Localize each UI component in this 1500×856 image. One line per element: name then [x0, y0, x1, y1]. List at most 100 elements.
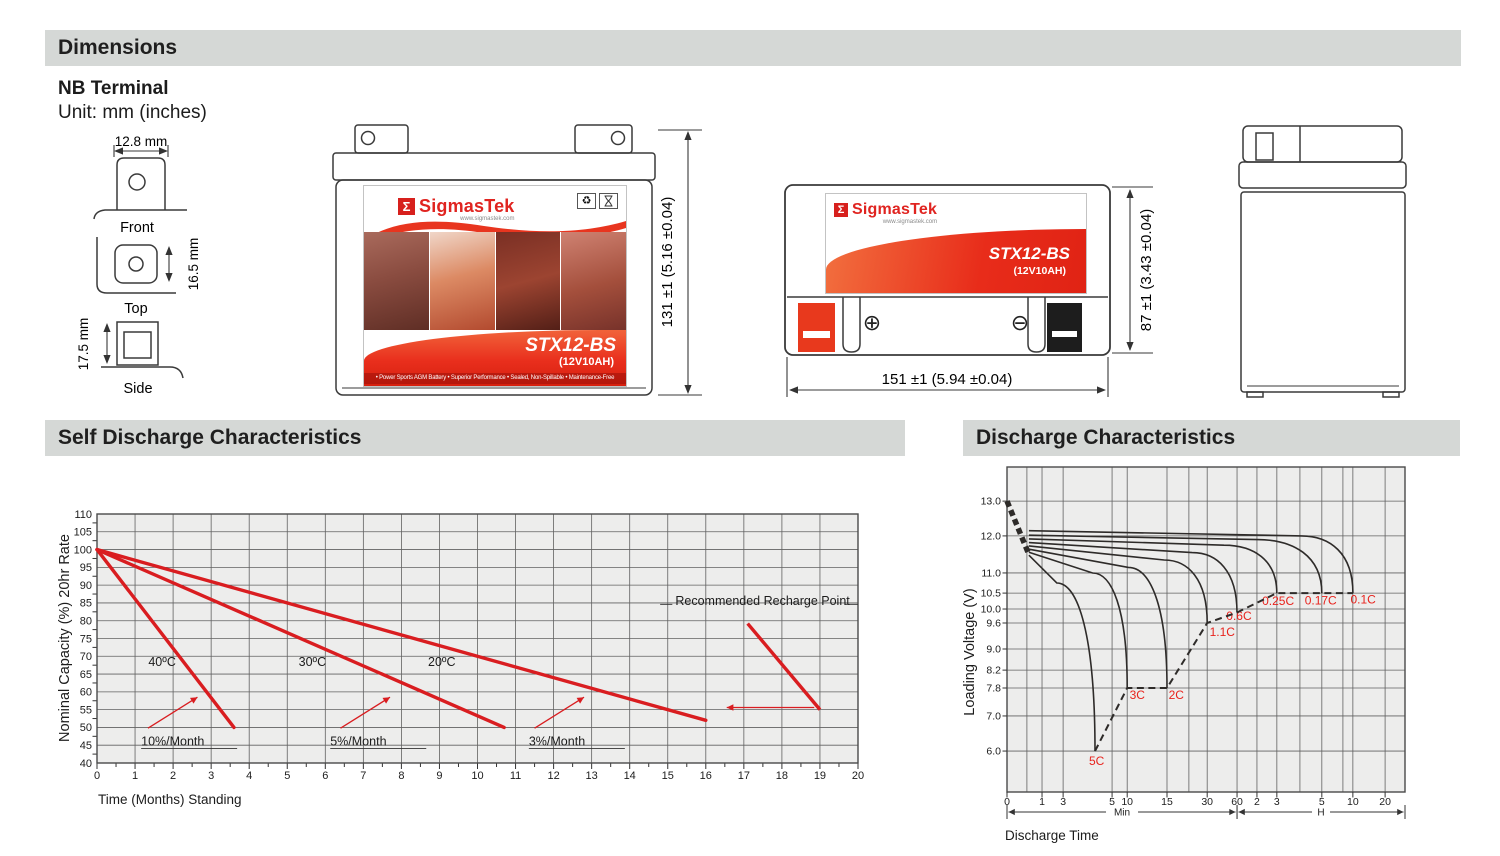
arrowhead-icon — [1397, 808, 1404, 816]
photo-motocross — [364, 232, 429, 330]
dimensions-drawing: 12.8 mm Front 16.5 mm Top 17.5 mm Side 1… — [76, 124, 1407, 398]
positive-terminal — [798, 303, 835, 352]
series-label: 30ºC — [299, 655, 327, 669]
cutoff-connector — [1094, 592, 1353, 752]
top-view-label: Top — [124, 301, 147, 317]
terminal-front-view — [93, 145, 187, 220]
terminal-side-view — [101, 321, 184, 379]
x-tick-label: 11 — [510, 770, 521, 782]
x-tick-label: 17 — [738, 770, 750, 782]
y-tick-label: 9.6 — [986, 618, 1001, 630]
battery-top-view — [784, 184, 1111, 356]
series-line-20ºC — [95, 547, 708, 723]
battery-front-label: Σ SigmasTek www.sigmastek.com ♻ STX12-BS — [363, 185, 627, 387]
x-tick-label: 14 — [624, 770, 636, 782]
plot-border — [96, 513, 859, 764]
rate-arrow — [534, 696, 585, 729]
series-line-40ºC — [95, 547, 236, 730]
c-rate-label: 1.1C — [1210, 625, 1236, 639]
minus-terminal-icon: ⊖ — [1011, 310, 1029, 335]
nb-terminal-heading: NB Terminal — [58, 78, 169, 99]
x-tick-label: 8 — [398, 770, 404, 782]
y-tick-label: 85 — [80, 598, 92, 610]
x-tick-label: 20 — [1379, 796, 1391, 808]
y-tick-label: 55 — [80, 704, 92, 716]
rate-label: 10%/Month — [141, 735, 204, 749]
side-view-label: Side — [123, 381, 152, 397]
y-tick-label: 10.0 — [981, 604, 1002, 616]
x-tick-label: 10 — [1121, 796, 1133, 808]
discharge-curve-0.17C — [1028, 534, 1323, 594]
x-tick-label: 20 — [852, 770, 864, 782]
model-number: STX12-BS — [525, 335, 616, 356]
rate-label: 3%/Month — [529, 735, 585, 749]
c-rate-label: 5C — [1089, 754, 1105, 768]
discharge-curve-1.1C — [1028, 545, 1208, 624]
arrowhead-icon — [1008, 808, 1015, 816]
recycle-icon: ♻ — [577, 193, 596, 209]
x-tick-label: 4 — [246, 770, 252, 782]
battery-side-view — [1238, 125, 1407, 398]
x-tick-label: 2 — [1254, 796, 1260, 808]
length-dim-label: 151 ±1 (5.94 ±0.04) — [882, 371, 1013, 388]
series-line-30ºC — [95, 547, 506, 730]
x-tick-label: 16 — [700, 770, 712, 782]
x-tick-label: 3 — [1060, 796, 1066, 808]
rate-arrow — [340, 696, 391, 729]
model-number: STX12-BS — [988, 244, 1070, 263]
terminal-top-view — [96, 237, 176, 294]
y-tick-label: 75 — [80, 633, 92, 645]
x-tick-label: 15 — [1161, 796, 1173, 808]
section-header-self-discharge: Self Discharge Characteristics — [45, 420, 905, 456]
series-label: 20ºC — [428, 655, 456, 669]
section-title-dimensions: Dimensions — [58, 36, 178, 59]
x-tick-label: 5 — [284, 770, 290, 782]
photo-jetski — [429, 232, 495, 330]
x-tick-label: 18 — [776, 770, 788, 782]
brand-website: www.sigmastek.com — [460, 216, 515, 222]
voltage-rating: (12V10AH) — [1013, 265, 1066, 277]
action-sports-photos — [364, 232, 626, 330]
side-height-label: 17.5 mm — [76, 318, 91, 371]
arrowhead-icon — [1238, 808, 1245, 816]
arrowhead-icon — [190, 697, 198, 704]
x-unit-group-label: Min — [1114, 808, 1130, 819]
y-tick-label: 60 — [80, 687, 92, 699]
plus-terminal-icon: ⊕ — [863, 310, 881, 335]
axis-ticks — [1002, 500, 1386, 798]
y-tick-label: 70 — [80, 651, 92, 663]
x-tick-label: 1 — [1039, 796, 1045, 808]
y-tick-label: 11.0 — [981, 568, 1001, 580]
feature-list: • Power Sports AGM Battery • Superior Pe… — [364, 373, 626, 384]
x-tick-label: 9 — [436, 770, 442, 782]
section-header-discharge: Discharge Characteristics — [963, 420, 1460, 456]
y-tick-label: 105 — [74, 527, 92, 539]
x-tick-label: 12 — [547, 770, 559, 782]
dim-height-131 — [658, 129, 702, 396]
c-rate-label: 0.6C — [1226, 609, 1252, 623]
brand-website: www.sigmastek.com — [882, 219, 938, 225]
recharge-point-annotation: Recommended Recharge Point — [675, 594, 850, 608]
label-red-band: STX12-BS (12V10AH) • Power Sports AGM Ba… — [364, 330, 626, 386]
brand-logo: Σ SigmasTek www.sigmastek.com — [834, 202, 937, 225]
sigma-logo-icon: Σ — [398, 198, 415, 215]
x-tick-label: 30 — [1201, 796, 1213, 808]
y-tick-label: 12.0 — [981, 531, 1002, 543]
dim-width-87 — [1112, 186, 1153, 354]
y-tick-label: 45 — [80, 740, 92, 752]
x-axis-title: Discharge Time — [1005, 828, 1099, 843]
label-icons: ♻ — [577, 193, 618, 209]
x-unit-group-label: H — [1317, 808, 1324, 819]
x-tick-label: 6 — [322, 770, 328, 782]
brand-name: SigmasTek — [852, 201, 938, 218]
y-tick-label: 80 — [80, 616, 92, 628]
y-tick-label: 100 — [74, 544, 92, 556]
c-rate-label: 3C — [1130, 688, 1146, 702]
rate-arrow — [147, 696, 198, 729]
y-tick-label: 65 — [80, 669, 92, 681]
c-rate-label: 0.1C — [1350, 592, 1376, 606]
section-title-discharge: Discharge Characteristics — [976, 426, 1236, 449]
photo-quad — [561, 232, 626, 330]
front-view-label: Front — [120, 220, 154, 236]
